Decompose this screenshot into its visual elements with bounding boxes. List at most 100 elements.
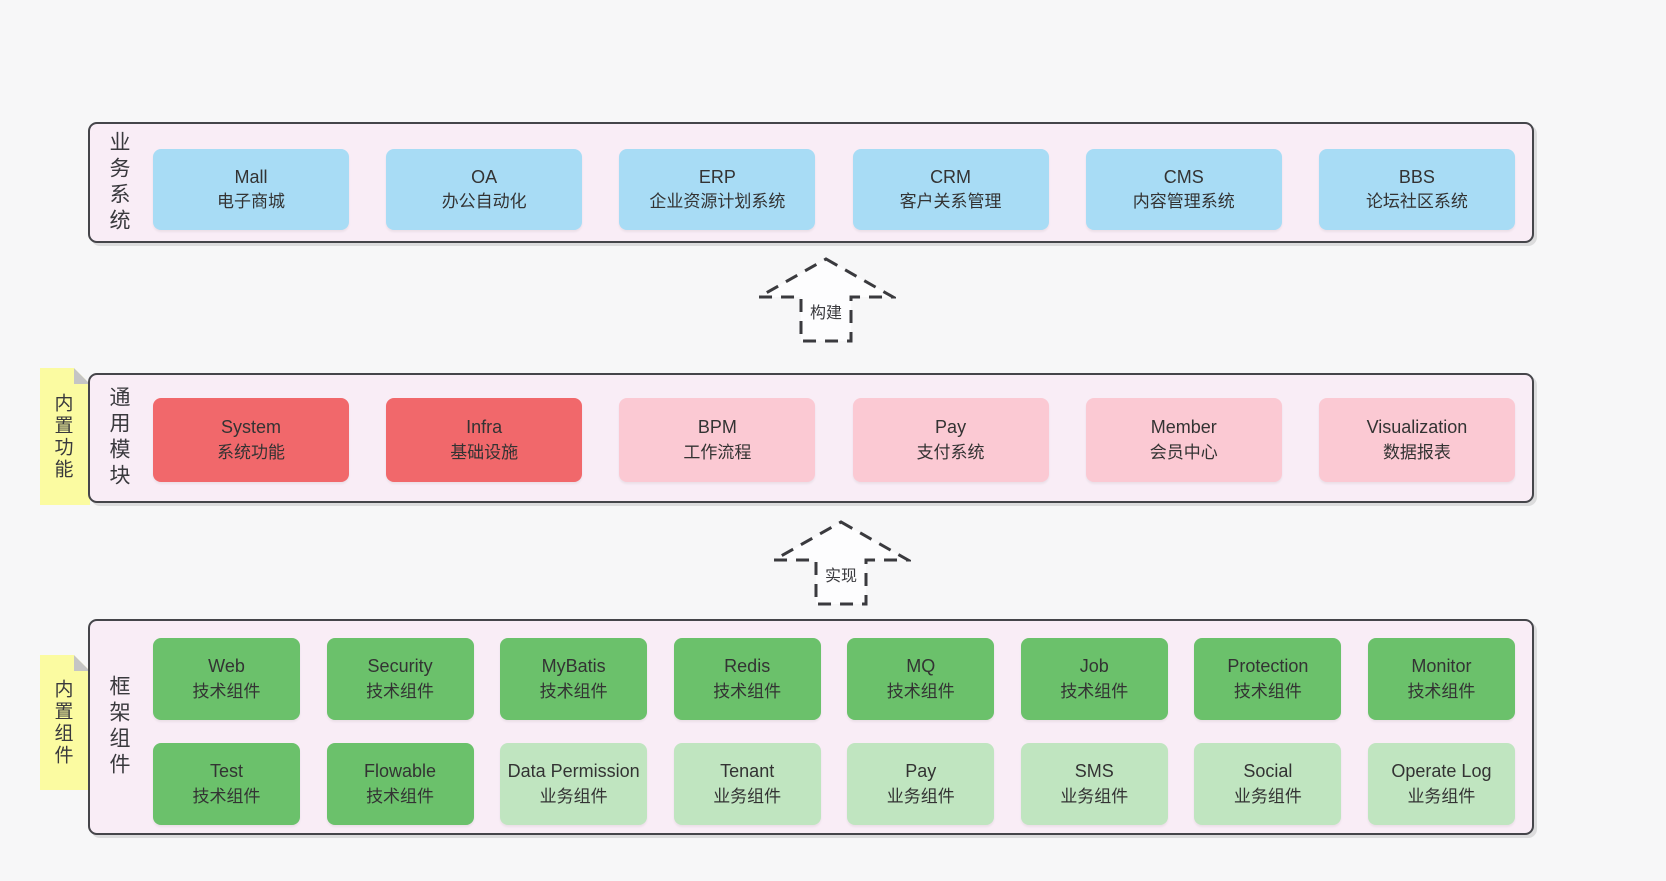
box-subtitle: 论坛社区系统 — [1365, 192, 1468, 212]
box-title: OA — [471, 166, 498, 187]
box-title: Flowable — [364, 761, 437, 782]
layer-framework-components: 框架组件 Web 技术组件 Security 技术组件 MyBatis 技术组件… — [88, 619, 1534, 835]
layer-label-common-modules: 通用模块 — [107, 386, 130, 490]
box-job: Job 技术组件 — [1020, 638, 1168, 720]
box-subtitle: 内容管理系统 — [1132, 192, 1235, 212]
box-subtitle: 数据报表 — [1382, 442, 1451, 462]
box-redis: Redis 技术组件 — [673, 638, 821, 720]
arrow-build: 构建 — [756, 256, 896, 344]
box-subtitle: 业务组件 — [1060, 786, 1129, 806]
box-title: Pay — [905, 761, 937, 782]
box-bbs: BBS 论坛社区系统 — [1318, 149, 1515, 230]
layer-business-systems: 业务系统 Mall 电子商城 OA 办公自动化 ERP 企业资源计划系统 CRM… — [88, 122, 1534, 243]
box-subtitle: 业务组件 — [713, 786, 782, 806]
box-security: Security 技术组件 — [326, 638, 474, 720]
box-title: Job — [1079, 656, 1109, 677]
box-title: Monitor — [1411, 656, 1472, 677]
box-subtitle: 客户关系管理 — [899, 192, 1002, 212]
box-crm: CRM 客户关系管理 — [852, 149, 1049, 230]
box-operate-log: Operate Log 业务组件 — [1367, 743, 1515, 825]
box-subtitle: 业务组件 — [1233, 786, 1302, 806]
box-infra: Infra 基础设施 — [386, 398, 583, 482]
box-subtitle: 技术组件 — [192, 786, 261, 806]
components-row-1: Web 技术组件 Security 技术组件 MyBatis 技术组件 Redi… — [153, 638, 1515, 720]
box-subtitle: 技术组件 — [366, 786, 435, 806]
modules-boxes-row: System 系统功能 Infra 基础设施 BPM 工作流程 Pay 支付系统… — [153, 398, 1515, 482]
box-test: Test 技术组件 — [153, 743, 300, 825]
box-monitor: Monitor 技术组件 — [1367, 638, 1515, 720]
box-mq: MQ 技术组件 — [847, 638, 995, 720]
box-title: ERP — [698, 166, 736, 187]
box-title: SMS — [1074, 761, 1114, 782]
box-subtitle: 会员中心 — [1149, 442, 1218, 462]
box-subtitle: 技术组件 — [1407, 681, 1476, 701]
box-subtitle: 支付系统 — [916, 442, 985, 462]
note-built-in-components: 内置组件 — [40, 655, 90, 790]
box-system: System 系统功能 — [153, 398, 349, 482]
box-web: Web 技术组件 — [153, 638, 300, 720]
box-title: Redis — [724, 656, 771, 677]
box-pay-component: Pay 业务组件 — [847, 743, 995, 825]
box-subtitle: 业务组件 — [539, 786, 608, 806]
arrow-implement: 实现 — [771, 519, 911, 607]
box-erp: ERP 企业资源计划系统 — [619, 149, 816, 230]
box-cms: CMS 内容管理系统 — [1085, 149, 1282, 230]
arrow-implement-label: 实现 — [821, 562, 861, 586]
box-social: Social 业务组件 — [1194, 743, 1342, 825]
box-title: Social — [1243, 761, 1293, 782]
box-flowable: Flowable 技术组件 — [326, 743, 474, 825]
box-title: Test — [209, 761, 243, 782]
box-subtitle: 业务组件 — [1407, 786, 1476, 806]
box-mybatis: MyBatis 技术组件 — [500, 638, 648, 720]
box-subtitle: 技术组件 — [366, 681, 435, 701]
box-title: Protection — [1227, 656, 1309, 677]
arrow-build-label: 构建 — [806, 299, 846, 323]
box-subtitle: 办公自动化 — [441, 192, 527, 212]
box-title: Tenant — [720, 761, 775, 782]
layer-label-business-systems: 业务系统 — [107, 130, 130, 235]
box-title: BPM — [697, 417, 737, 438]
box-subtitle: 电子商城 — [217, 192, 285, 212]
box-title: Mall — [234, 166, 268, 187]
box-subtitle: 系统功能 — [217, 442, 285, 462]
box-subtitle: 业务组件 — [886, 786, 955, 806]
box-title: System — [220, 417, 281, 438]
layer-label-framework-components: 框架组件 — [107, 675, 130, 779]
box-subtitle: 基础设施 — [450, 442, 519, 462]
box-tenant: Tenant 业务组件 — [673, 743, 821, 825]
box-title: CRM — [930, 166, 972, 187]
box-subtitle: 技术组件 — [886, 681, 955, 701]
box-oa: OA 办公自动化 — [386, 149, 583, 230]
box-title: MQ — [906, 656, 936, 677]
box-title: Visualization — [1366, 417, 1468, 438]
box-title: Web — [208, 656, 245, 677]
box-protection: Protection 技术组件 — [1194, 638, 1342, 720]
note-label: 内置功能 — [51, 392, 73, 481]
box-member: Member 会员中心 — [1085, 398, 1282, 482]
box-title: BBS — [1398, 166, 1435, 187]
box-pay-module: Pay 支付系统 — [852, 398, 1049, 482]
box-title: CMS — [1163, 166, 1204, 187]
box-subtitle: 技术组件 — [192, 681, 261, 701]
note-built-in-features: 内置功能 — [40, 368, 90, 505]
box-subtitle: 技术组件 — [1233, 681, 1302, 701]
box-title: Security — [367, 656, 433, 677]
box-title: Infra — [466, 417, 503, 438]
box-title: Operate Log — [1391, 761, 1492, 782]
box-visualization: Visualization 数据报表 — [1318, 398, 1515, 482]
box-sms: SMS 业务组件 — [1020, 743, 1168, 825]
box-subtitle: 工作流程 — [683, 442, 752, 462]
box-subtitle: 技术组件 — [1060, 681, 1129, 701]
box-bpm: BPM 工作流程 — [619, 398, 816, 482]
box-title: Data Permission — [507, 761, 640, 782]
business-boxes-row: Mall 电子商城 OA 办公自动化 ERP 企业资源计划系统 CRM 客户关系… — [153, 149, 1515, 230]
box-subtitle: 技术组件 — [713, 681, 782, 701]
box-title: MyBatis — [541, 656, 606, 677]
components-row-2: Test 技术组件 Flowable 技术组件 Data Permission … — [153, 743, 1515, 825]
layer-common-modules: 通用模块 System 系统功能 Infra 基础设施 BPM 工作流程 Pay… — [88, 373, 1534, 503]
box-mall: Mall 电子商城 — [153, 149, 349, 230]
box-title: Member — [1150, 417, 1217, 438]
box-data-permission: Data Permission 业务组件 — [500, 743, 648, 825]
box-subtitle: 技术组件 — [539, 681, 608, 701]
note-label: 内置组件 — [51, 678, 73, 767]
